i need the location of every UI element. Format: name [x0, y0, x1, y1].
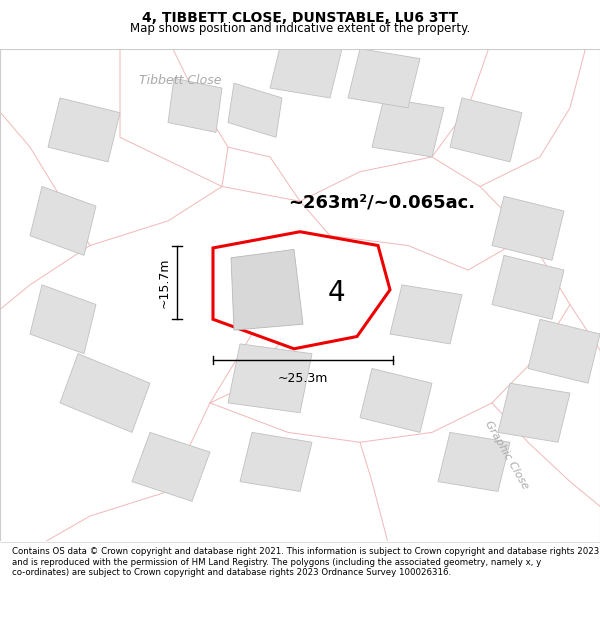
Text: Tibbett Close: Tibbett Close — [139, 74, 221, 88]
Text: 4: 4 — [328, 279, 345, 308]
Text: ~25.3m: ~25.3m — [278, 372, 328, 385]
Text: Contains OS data © Crown copyright and database right 2021. This information is : Contains OS data © Crown copyright and d… — [12, 548, 599, 577]
Polygon shape — [60, 354, 150, 432]
Polygon shape — [228, 344, 312, 412]
Polygon shape — [492, 196, 564, 260]
Text: Map shows position and indicative extent of the property.: Map shows position and indicative extent… — [130, 22, 470, 35]
Polygon shape — [228, 83, 282, 138]
Text: Graphic Close: Graphic Close — [484, 419, 530, 491]
Polygon shape — [48, 98, 120, 162]
Polygon shape — [168, 78, 222, 132]
Polygon shape — [231, 249, 303, 330]
Polygon shape — [30, 186, 96, 256]
Polygon shape — [492, 256, 564, 319]
Polygon shape — [450, 98, 522, 162]
Polygon shape — [360, 369, 432, 432]
Polygon shape — [30, 285, 96, 354]
Polygon shape — [372, 98, 444, 157]
Polygon shape — [528, 319, 600, 383]
Text: 4, TIBBETT CLOSE, DUNSTABLE, LU6 3TT: 4, TIBBETT CLOSE, DUNSTABLE, LU6 3TT — [142, 11, 458, 25]
Text: ~263m²/~0.065ac.: ~263m²/~0.065ac. — [288, 193, 475, 211]
Polygon shape — [132, 432, 210, 501]
Polygon shape — [498, 383, 570, 442]
Text: ~15.7m: ~15.7m — [157, 257, 170, 308]
Polygon shape — [390, 285, 462, 344]
Polygon shape — [438, 432, 510, 491]
Polygon shape — [240, 432, 312, 491]
Polygon shape — [270, 39, 342, 98]
Polygon shape — [348, 49, 420, 108]
Polygon shape — [213, 232, 390, 349]
